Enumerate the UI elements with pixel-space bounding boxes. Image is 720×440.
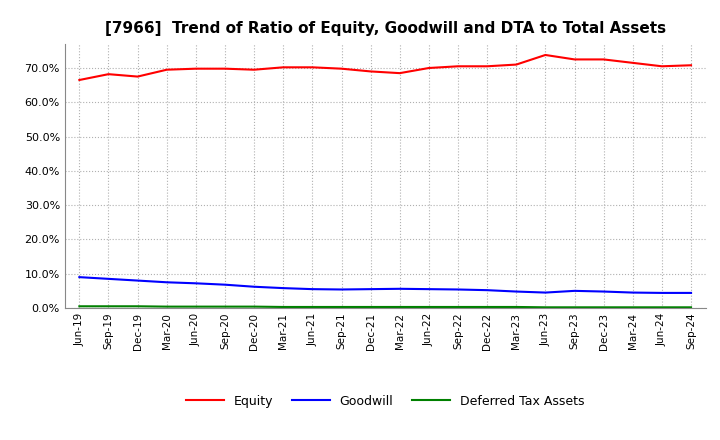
Goodwill	[192, 281, 200, 286]
Legend: Equity, Goodwill, Deferred Tax Assets: Equity, Goodwill, Deferred Tax Assets	[181, 390, 589, 413]
Equity	[250, 67, 258, 72]
Equity	[425, 66, 433, 71]
Equity	[366, 69, 375, 74]
Goodwill	[220, 282, 229, 287]
Deferred Tax Assets	[570, 304, 579, 310]
Deferred Tax Assets	[512, 304, 521, 310]
Goodwill	[279, 286, 287, 291]
Goodwill	[599, 289, 608, 294]
Line: Deferred Tax Assets: Deferred Tax Assets	[79, 306, 691, 307]
Goodwill	[629, 290, 637, 295]
Equity	[104, 72, 113, 77]
Goodwill	[483, 287, 492, 293]
Deferred Tax Assets	[599, 304, 608, 310]
Equity	[687, 62, 696, 68]
Equity	[192, 66, 200, 71]
Goodwill	[337, 287, 346, 292]
Line: Equity: Equity	[79, 55, 691, 80]
Deferred Tax Assets	[133, 304, 142, 309]
Deferred Tax Assets	[454, 304, 462, 310]
Equity	[629, 60, 637, 66]
Equity	[657, 64, 666, 69]
Goodwill	[308, 286, 317, 292]
Deferred Tax Assets	[163, 304, 171, 309]
Goodwill	[133, 278, 142, 283]
Deferred Tax Assets	[220, 304, 229, 309]
Goodwill	[366, 286, 375, 292]
Deferred Tax Assets	[395, 304, 404, 310]
Deferred Tax Assets	[250, 304, 258, 309]
Goodwill	[454, 287, 462, 292]
Equity	[220, 66, 229, 71]
Deferred Tax Assets	[657, 304, 666, 310]
Goodwill	[570, 288, 579, 293]
Equity	[483, 64, 492, 69]
Goodwill	[657, 290, 666, 296]
Equity	[279, 65, 287, 70]
Goodwill	[75, 275, 84, 280]
Deferred Tax Assets	[192, 304, 200, 309]
Equity	[395, 70, 404, 76]
Title: [7966]  Trend of Ratio of Equity, Goodwill and DTA to Total Assets: [7966] Trend of Ratio of Equity, Goodwil…	[104, 21, 666, 36]
Goodwill	[104, 276, 113, 282]
Goodwill	[395, 286, 404, 291]
Equity	[570, 57, 579, 62]
Goodwill	[541, 290, 550, 295]
Goodwill	[425, 286, 433, 292]
Line: Goodwill: Goodwill	[79, 277, 691, 293]
Deferred Tax Assets	[425, 304, 433, 310]
Deferred Tax Assets	[308, 304, 317, 310]
Equity	[163, 67, 171, 72]
Equity	[75, 77, 84, 83]
Goodwill	[687, 290, 696, 296]
Deferred Tax Assets	[629, 304, 637, 310]
Deferred Tax Assets	[483, 304, 492, 310]
Equity	[308, 65, 317, 70]
Deferred Tax Assets	[279, 304, 287, 310]
Equity	[454, 64, 462, 69]
Deferred Tax Assets	[104, 304, 113, 309]
Equity	[337, 66, 346, 71]
Equity	[541, 52, 550, 58]
Deferred Tax Assets	[75, 304, 84, 309]
Equity	[512, 62, 521, 67]
Equity	[133, 74, 142, 79]
Deferred Tax Assets	[366, 304, 375, 310]
Goodwill	[250, 284, 258, 290]
Deferred Tax Assets	[541, 304, 550, 310]
Goodwill	[512, 289, 521, 294]
Equity	[599, 57, 608, 62]
Deferred Tax Assets	[687, 304, 696, 310]
Deferred Tax Assets	[337, 304, 346, 310]
Goodwill	[163, 280, 171, 285]
